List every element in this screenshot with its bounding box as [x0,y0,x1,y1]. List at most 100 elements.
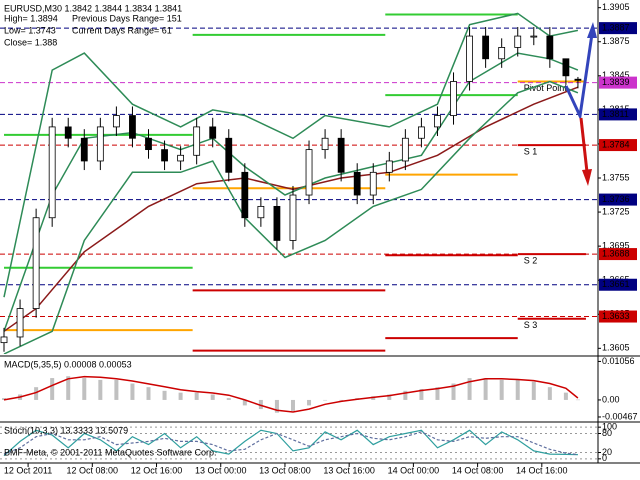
histogram-bar [387,394,392,400]
histogram-bar [50,378,55,400]
candle-body [321,137,329,151]
histogram-bar [563,392,568,400]
x-tick-label: 14 Oct 08:00 [452,465,504,475]
candle-body [273,205,281,241]
annotation: High= 1.3894 [4,13,58,23]
stoch-panel [0,426,598,460]
price-box [599,278,637,291]
candle-body [225,137,233,173]
down-arrowhead [582,169,592,186]
histogram-bar [307,399,312,406]
pivot-label: S 1 [524,146,538,156]
histogram-bar [290,399,295,411]
candle-body [546,35,554,60]
candle-body [177,154,185,162]
candle-body [418,126,425,139]
y-tick-label: 1.3695 [602,241,630,251]
candle-body [96,126,104,162]
candle-body [498,47,506,60]
histogram-bar [258,399,263,410]
histogram-bar [419,389,424,400]
price-box [599,193,637,206]
histogram-bar [483,378,488,400]
candle-body [574,78,582,81]
x-tick-label: 13 Oct 08:00 [259,465,311,475]
histogram-bar [575,399,580,401]
oscillator-line [3,431,578,456]
price-box-label: 1.3887 [602,22,630,32]
histogram-bar [515,379,520,400]
price-box [599,248,637,261]
price-box [599,108,637,121]
panel-title: Stoch(10,3,3) 13.3333 13.5079 [4,425,128,435]
histogram-bar [242,399,247,406]
histogram-bar [178,392,183,400]
candle-body [161,149,168,162]
histogram-bar [435,387,440,400]
histogram-bar [339,399,344,401]
annotation: Close= 1.388 [4,37,57,47]
candle-body [48,126,56,219]
candle-body [434,115,441,128]
x-tick-label: 14 Oct 16:00 [516,465,568,475]
price-box [599,310,637,323]
histogram-bar [531,381,536,400]
price-box-label: 1.3811 [602,109,629,119]
price-box-label: 1.3688 [602,248,630,258]
signal-line [3,375,579,413]
candle-body [369,171,377,196]
candle-body [305,149,313,196]
x-tick-label: 12 Oct 16:00 [131,465,183,475]
candle-body [112,115,120,128]
histogram-bar [114,379,119,400]
candle-body [257,205,265,219]
candle-body [289,194,297,241]
candle-body [562,58,570,77]
copyright: BMF-Meta, © 2001-2011 MetaQuotes Softwar… [4,447,217,457]
annotation: Current Days Range= 61 [72,25,172,35]
y-tick-label: 1.3905 [602,2,630,12]
histogram-bar [451,383,456,400]
histogram-bar [194,392,199,400]
indicator-line [3,80,579,354]
histogram-bar [467,378,472,400]
annotation: Low= 1.3743 [4,25,56,35]
indicator-line [3,12,579,298]
price-box [599,139,637,152]
histogram-bar [34,387,39,400]
y-tick-label: -0.00467 [602,411,638,421]
y-tick-label: 0.01056 [602,356,635,366]
annotation: Previous Days Range= 151 [72,13,182,23]
y-tick-label: 1.3755 [602,172,630,182]
price-box-label: 1.3784 [602,139,630,149]
histogram-bar [403,390,408,400]
x-tick-label: 12 Oct 2011 [4,465,52,475]
y-tick-label: 0.00 [602,394,620,404]
histogram-bar [82,378,87,400]
price-panel: Pivot Point S 1 S 2 S 3 [0,12,598,354]
candle-body [385,160,393,173]
y-tick-label: 1.3845 [602,70,630,80]
histogram-bar [226,398,231,400]
candle-body [241,171,249,219]
price-box-label: 1.3633 [602,311,630,321]
histogram-bar [146,387,151,400]
pivot-label: Pivot Point [524,83,568,93]
histogram-bar [274,399,279,413]
y-tick-label: 1.3725 [602,206,630,216]
y-tick-label: 1.3875 [602,36,630,46]
pivot-label: S 3 [524,320,538,330]
price-box-label: 1.3661 [602,279,630,289]
macd-panel [2,375,580,413]
panel-title: EURUSD,M30 1.3842 1.3844 1.3834 1.3841 [4,3,182,13]
candle-body [80,137,88,162]
candle-body [401,137,409,162]
pivot-label: S 2 [524,255,538,265]
candle-body [193,126,201,156]
candle-body [16,308,24,338]
panel-title: MACD(5,35,5) 0.00008 0.00053 [4,359,132,369]
candle-body [466,35,473,82]
candle-body [64,126,72,139]
